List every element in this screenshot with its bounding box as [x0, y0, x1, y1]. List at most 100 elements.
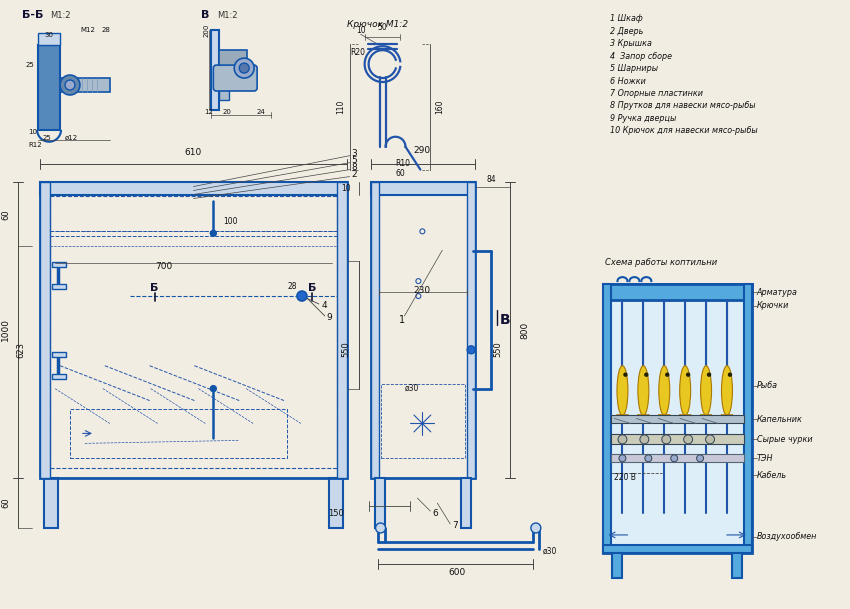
Bar: [50, 231, 337, 246]
Circle shape: [687, 373, 689, 376]
Text: 10 Крючок для навески мясо-рыбы: 10 Крючок для навески мясо-рыбы: [609, 126, 757, 135]
Text: 50: 50: [377, 23, 388, 32]
Bar: [50, 197, 337, 468]
Bar: [603, 284, 752, 300]
Bar: [613, 553, 622, 578]
Text: 25: 25: [26, 62, 34, 68]
Text: 600: 600: [449, 568, 466, 577]
Polygon shape: [658, 415, 671, 420]
Text: 623: 623: [16, 342, 26, 358]
Circle shape: [645, 455, 652, 462]
Text: 550: 550: [342, 341, 351, 357]
Text: 2: 2: [352, 170, 357, 179]
Circle shape: [640, 435, 649, 444]
Text: Кабель: Кабель: [756, 471, 787, 480]
Bar: [38, 33, 60, 45]
Text: Крючки: Крючки: [756, 301, 789, 311]
Circle shape: [706, 435, 715, 444]
Text: 2 Дверь: 2 Дверь: [609, 27, 643, 36]
Text: 4: 4: [322, 301, 327, 311]
Bar: [52, 262, 66, 267]
Bar: [610, 434, 744, 445]
Bar: [603, 545, 752, 553]
Text: 6: 6: [433, 509, 438, 518]
Bar: [375, 478, 384, 528]
Bar: [337, 181, 347, 478]
Text: 10: 10: [356, 26, 366, 35]
Bar: [371, 181, 475, 478]
Bar: [732, 553, 742, 578]
Circle shape: [468, 346, 475, 354]
Circle shape: [618, 435, 627, 444]
Text: 9: 9: [326, 314, 332, 322]
Text: 25: 25: [42, 135, 51, 141]
Text: 7 Опорные пластинки: 7 Опорные пластинки: [609, 89, 702, 98]
Text: 610: 610: [184, 147, 202, 157]
Text: 230: 230: [414, 286, 431, 295]
Text: Схема работы коптильни: Схема работы коптильни: [604, 258, 717, 267]
Text: 700: 700: [155, 262, 173, 270]
Circle shape: [619, 455, 626, 462]
Bar: [40, 181, 50, 478]
Circle shape: [376, 523, 386, 533]
Text: 24: 24: [257, 109, 265, 115]
Bar: [70, 409, 287, 459]
Polygon shape: [721, 415, 733, 420]
Bar: [371, 181, 475, 195]
Text: 100: 100: [224, 217, 238, 226]
Text: 60: 60: [395, 169, 405, 178]
Text: Рыба: Рыба: [756, 381, 778, 390]
Ellipse shape: [659, 366, 670, 415]
Text: 9 Ручка дверцы: 9 Ручка дверцы: [609, 114, 676, 123]
Text: 10: 10: [28, 128, 37, 135]
Text: 150: 150: [328, 509, 343, 518]
Bar: [38, 45, 60, 130]
Circle shape: [697, 455, 704, 462]
Ellipse shape: [617, 366, 628, 415]
Ellipse shape: [722, 366, 733, 415]
Text: 4  Запор сборе: 4 Запор сборе: [609, 52, 672, 61]
Bar: [468, 181, 475, 478]
Circle shape: [707, 373, 711, 376]
Text: 3: 3: [352, 149, 358, 158]
Text: 290: 290: [414, 146, 431, 155]
Text: 160: 160: [435, 100, 445, 114]
Circle shape: [645, 373, 648, 376]
Bar: [610, 415, 744, 423]
Bar: [381, 384, 465, 459]
Text: ø30: ø30: [405, 384, 420, 393]
Polygon shape: [616, 415, 628, 420]
Bar: [371, 181, 378, 478]
Text: 5: 5: [352, 156, 358, 165]
Text: R12: R12: [28, 142, 42, 148]
Bar: [44, 478, 58, 528]
Text: R20: R20: [351, 48, 365, 57]
Text: Капельник: Капельник: [756, 415, 802, 424]
FancyBboxPatch shape: [213, 65, 258, 91]
Text: М1:2: М1:2: [50, 11, 71, 20]
Bar: [603, 284, 610, 553]
Text: 200: 200: [203, 24, 209, 37]
Text: ø12: ø12: [65, 135, 78, 141]
Bar: [610, 454, 744, 462]
Circle shape: [683, 435, 693, 444]
Ellipse shape: [700, 366, 711, 415]
Bar: [219, 50, 247, 80]
Text: 6 Ножки: 6 Ножки: [609, 77, 645, 85]
Bar: [40, 181, 347, 478]
Text: 8: 8: [352, 163, 358, 172]
Circle shape: [624, 373, 627, 376]
Bar: [329, 478, 343, 528]
Text: 1000: 1000: [1, 319, 10, 342]
Text: 5 Шарниры: 5 Шарниры: [609, 64, 658, 73]
Circle shape: [239, 63, 249, 73]
Text: Воздухообмен: Воздухообмен: [756, 532, 817, 541]
Text: 1 Шкаф: 1 Шкаф: [609, 15, 643, 23]
Circle shape: [297, 291, 307, 301]
Text: 1: 1: [400, 315, 405, 325]
Text: 60: 60: [1, 209, 10, 220]
Text: 12: 12: [204, 109, 212, 115]
Text: 550: 550: [493, 341, 502, 357]
Bar: [40, 181, 347, 195]
Bar: [52, 284, 66, 289]
